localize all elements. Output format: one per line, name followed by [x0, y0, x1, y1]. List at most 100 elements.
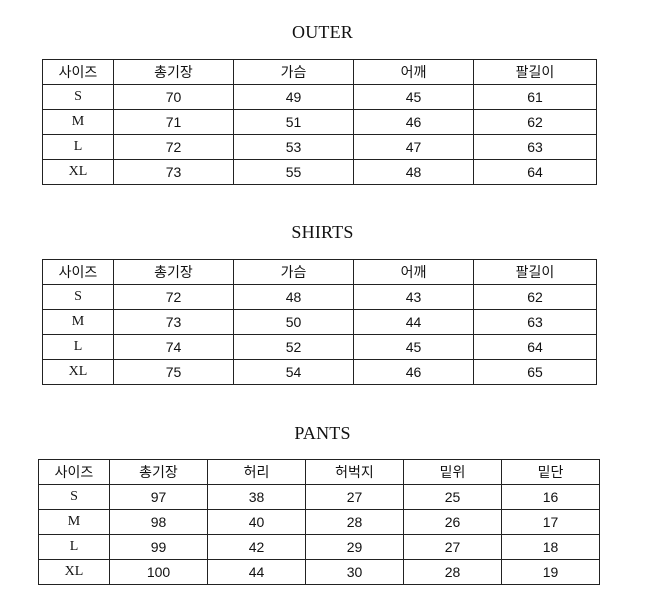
table-cell: 62	[473, 109, 597, 135]
table-header-row: 사이즈 총기장 가슴 어깨 팔길이	[42, 59, 597, 85]
table-row: S 70 49 45 61	[42, 84, 597, 110]
size-cell: M	[42, 309, 114, 335]
table-cell: 54	[233, 359, 354, 385]
pants-size-table: 사이즈 총기장 허리 허벅지 밑위 밑단 S 97 38 27 25 16 M …	[38, 459, 600, 585]
table-header-row: 사이즈 총기장 허리 허벅지 밑위 밑단	[38, 459, 600, 485]
size-cell: L	[38, 534, 110, 560]
header-cell: 팔길이	[473, 59, 597, 85]
size-cell: L	[42, 334, 114, 360]
size-cell: XL	[42, 359, 114, 385]
header-cell: 사이즈	[42, 59, 114, 85]
table-cell: 97	[109, 484, 208, 510]
table-cell: 48	[233, 284, 354, 310]
table-cell: 45	[353, 334, 474, 360]
table-cell: 25	[403, 484, 502, 510]
outer-size-table: 사이즈 총기장 가슴 어깨 팔길이 S 70 49 45 61 M 71 51 …	[42, 59, 597, 185]
table-cell: 45	[353, 84, 474, 110]
header-cell: 총기장	[109, 459, 208, 485]
header-cell: 밑단	[501, 459, 600, 485]
table-cell: 63	[473, 309, 597, 335]
size-cell: S	[42, 284, 114, 310]
table-row: L 72 53 47 63	[42, 134, 597, 160]
table-cell: 46	[353, 359, 474, 385]
table-cell: 71	[113, 109, 234, 135]
table-cell: 44	[353, 309, 474, 335]
table-cell: 52	[233, 334, 354, 360]
table-cell: 64	[473, 334, 597, 360]
table-cell: 40	[207, 509, 306, 535]
table-cell: 28	[305, 509, 404, 535]
table-cell: 16	[501, 484, 600, 510]
table-cell: 18	[501, 534, 600, 560]
table-cell: 72	[113, 134, 234, 160]
table-cell: 70	[113, 84, 234, 110]
table-row: S 72 48 43 62	[42, 284, 597, 310]
table-cell: 47	[353, 134, 474, 160]
table-header-row: 사이즈 총기장 가슴 어깨 팔길이	[42, 259, 597, 285]
table-row: M 71 51 46 62	[42, 109, 597, 135]
shirts-title: SHIRTS	[291, 222, 354, 242]
table-cell: 74	[113, 334, 234, 360]
size-cell: M	[42, 109, 114, 135]
header-cell: 허리	[207, 459, 306, 485]
table-cell: 100	[109, 559, 208, 585]
table-cell: 17	[501, 509, 600, 535]
shirts-size-table: 사이즈 총기장 가슴 어깨 팔길이 S 72 48 43 62 M 73 50 …	[42, 259, 597, 385]
size-cell: XL	[42, 159, 114, 185]
header-cell: 어깨	[353, 259, 474, 285]
table-row: XL 75 54 46 65	[42, 359, 597, 385]
table-cell: 42	[207, 534, 306, 560]
table-cell: 63	[473, 134, 597, 160]
table-row: M 98 40 28 26 17	[38, 509, 600, 535]
size-cell: S	[42, 84, 114, 110]
table-cell: 27	[305, 484, 404, 510]
table-row: M 73 50 44 63	[42, 309, 597, 335]
table-row: XL 100 44 30 28 19	[38, 559, 600, 585]
table-cell: 49	[233, 84, 354, 110]
table-row: XL 73 55 48 64	[42, 159, 597, 185]
table-cell: 48	[353, 159, 474, 185]
table-cell: 29	[305, 534, 404, 560]
table-cell: 27	[403, 534, 502, 560]
table-row: L 99 42 29 27 18	[38, 534, 600, 560]
table-cell: 98	[109, 509, 208, 535]
table-cell: 65	[473, 359, 597, 385]
header-cell: 허벅지	[305, 459, 404, 485]
table-cell: 73	[113, 159, 234, 185]
table-cell: 55	[233, 159, 354, 185]
table-cell: 61	[473, 84, 597, 110]
header-cell: 사이즈	[38, 459, 110, 485]
size-cell: M	[38, 509, 110, 535]
table-cell: 72	[113, 284, 234, 310]
table-row: S 97 38 27 25 16	[38, 484, 600, 510]
table-cell: 53	[233, 134, 354, 160]
size-cell: L	[42, 134, 114, 160]
table-cell: 28	[403, 559, 502, 585]
table-cell: 64	[473, 159, 597, 185]
table-cell: 44	[207, 559, 306, 585]
header-cell: 팔길이	[473, 259, 597, 285]
size-cell: S	[38, 484, 110, 510]
header-cell: 가슴	[233, 59, 354, 85]
table-cell: 62	[473, 284, 597, 310]
table-cell: 43	[353, 284, 474, 310]
table-cell: 30	[305, 559, 404, 585]
header-cell: 어깨	[353, 59, 474, 85]
table-cell: 73	[113, 309, 234, 335]
table-row: L 74 52 45 64	[42, 334, 597, 360]
size-cell: XL	[38, 559, 110, 585]
outer-title: OUTER	[292, 22, 353, 42]
table-cell: 19	[501, 559, 600, 585]
table-cell: 38	[207, 484, 306, 510]
table-cell: 51	[233, 109, 354, 135]
table-cell: 46	[353, 109, 474, 135]
header-cell: 밑위	[403, 459, 502, 485]
table-cell: 75	[113, 359, 234, 385]
table-cell: 50	[233, 309, 354, 335]
header-cell: 총기장	[113, 259, 234, 285]
table-cell: 26	[403, 509, 502, 535]
header-cell: 가슴	[233, 259, 354, 285]
table-cell: 99	[109, 534, 208, 560]
header-cell: 사이즈	[42, 259, 114, 285]
pants-title: PANTS	[294, 423, 351, 443]
